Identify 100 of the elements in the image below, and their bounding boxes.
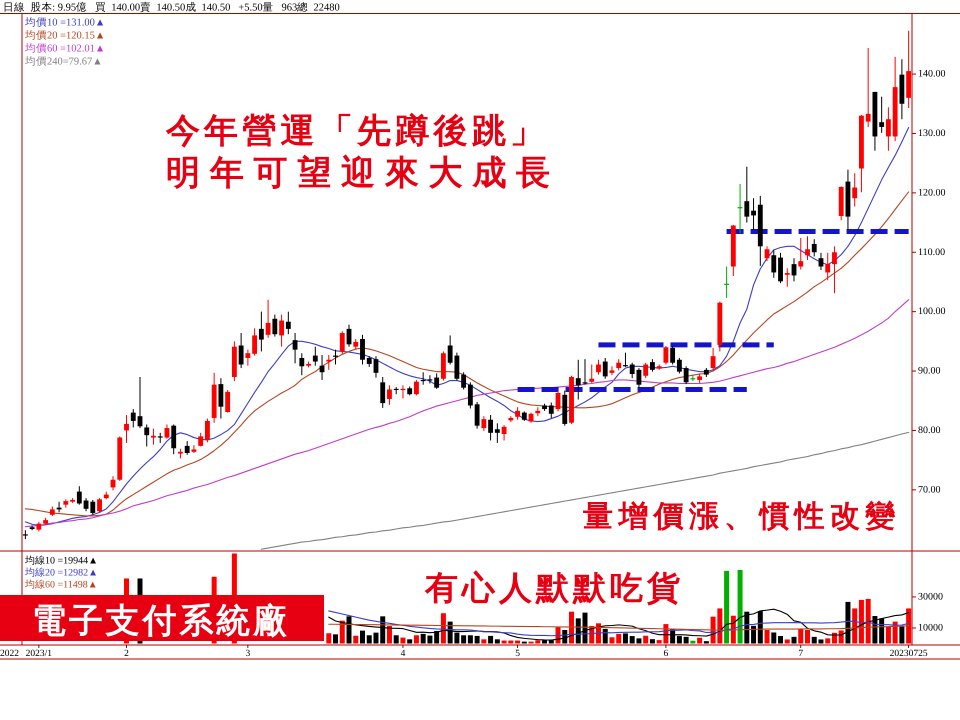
candlestick — [643, 362, 648, 379]
candlestick — [636, 368, 642, 388]
candlestick — [124, 414, 129, 444]
candlestick — [286, 311, 291, 335]
candlestick — [812, 238, 817, 257]
bar — [724, 570, 730, 644]
candlestick — [663, 346, 668, 366]
y-tick-label: 140.00 — [918, 68, 946, 80]
annotation: 2022 — [0, 649, 19, 659]
candlestick — [184, 440, 190, 456]
candlestick — [623, 352, 628, 368]
bar — [488, 636, 494, 644]
annotation: 今年營運「先蹲後跳」 — [166, 111, 544, 151]
bar — [899, 626, 904, 644]
y-tick-label: 90.00 — [918, 366, 940, 377]
bar — [717, 608, 722, 644]
bar — [643, 636, 648, 644]
candlestick — [556, 390, 560, 412]
bar — [784, 639, 790, 644]
candlestick — [596, 359, 601, 376]
candlestick — [502, 424, 507, 442]
annotation: 明年可望迎來大成長 — [166, 153, 550, 193]
candlestick — [670, 346, 676, 366]
candlestick — [292, 332, 298, 364]
candlestick — [784, 268, 790, 288]
y-tick-label: 10000 — [918, 622, 943, 634]
bar — [818, 639, 824, 644]
candlestick — [522, 410, 527, 422]
y-tick-label: 130.00 — [918, 128, 946, 139]
bar — [481, 639, 486, 644]
candlestick — [225, 390, 230, 414]
candlestick — [333, 349, 338, 366]
candlestick — [751, 198, 756, 230]
candlestick — [387, 384, 392, 406]
candlestick — [697, 372, 702, 384]
bar — [440, 613, 446, 644]
candlestick — [650, 358, 655, 372]
candlestick — [380, 376, 386, 408]
bar — [502, 640, 507, 644]
bar — [407, 639, 412, 644]
candlestick — [312, 346, 318, 366]
y-tick-label: 80.00 — [918, 424, 940, 436]
candlestick — [805, 236, 810, 260]
bar — [792, 636, 796, 644]
candlestick — [616, 358, 622, 371]
candlestick — [90, 499, 96, 516]
legend: 均線10 =19944▲ 均線20 =12982▲ 均線60 =11498▲ — [25, 556, 98, 590]
candlestick — [238, 332, 244, 369]
candlestick — [110, 476, 116, 491]
bar — [738, 570, 743, 644]
candlestick — [56, 501, 62, 513]
annotation: 電子支付系統廠 — [32, 601, 287, 641]
candlestick — [198, 432, 204, 447]
candlestick — [630, 362, 635, 379]
x-tick-label: 20230725 — [890, 649, 928, 659]
bar — [400, 638, 406, 644]
candlestick — [76, 486, 82, 506]
bar — [690, 640, 696, 644]
candlestick — [778, 252, 783, 284]
candlestick — [602, 357, 608, 380]
candlestick — [792, 258, 796, 282]
x-tick-label: 4 — [400, 649, 406, 659]
candlestick — [366, 356, 372, 368]
bar — [650, 639, 655, 644]
candlestick — [218, 378, 224, 420]
y-tick-label: 110.00 — [918, 246, 946, 258]
candlestick — [866, 47, 871, 128]
candlestick — [771, 249, 776, 278]
bar — [697, 638, 702, 644]
candlestick — [144, 424, 150, 447]
candlestick — [764, 246, 770, 262]
candlestick — [374, 356, 378, 378]
candlestick — [130, 408, 136, 428]
bar — [852, 608, 858, 644]
candlestick — [279, 314, 284, 348]
candlestick — [266, 299, 271, 338]
bar — [333, 634, 338, 644]
candlestick — [724, 266, 730, 298]
candlestick — [710, 347, 716, 370]
bar — [414, 635, 419, 644]
bar — [812, 636, 817, 644]
candlestick — [852, 172, 858, 208]
bar — [394, 635, 399, 644]
x-tick-label: 2023/1 — [26, 649, 52, 659]
candlestick — [204, 418, 210, 443]
candlestick — [340, 330, 345, 355]
y-tick-label: 70.00 — [918, 484, 940, 496]
candlestick — [738, 183, 742, 234]
bar — [326, 633, 332, 644]
chart-subtitle: 日線 股本: 9.95億 買 140.00賣 140.50成 140.50 +5.50量 963總 22480 — [3, 0, 340, 14]
bar — [386, 626, 392, 644]
bar — [494, 639, 500, 644]
candlestick — [825, 252, 830, 281]
candlestick — [414, 379, 419, 396]
bar — [535, 640, 540, 644]
candlestick — [299, 352, 304, 376]
x-tick-label: 5 — [515, 649, 520, 659]
y-tick-label: 30000 — [918, 591, 943, 602]
candlestick — [494, 422, 500, 444]
bar — [656, 640, 662, 644]
